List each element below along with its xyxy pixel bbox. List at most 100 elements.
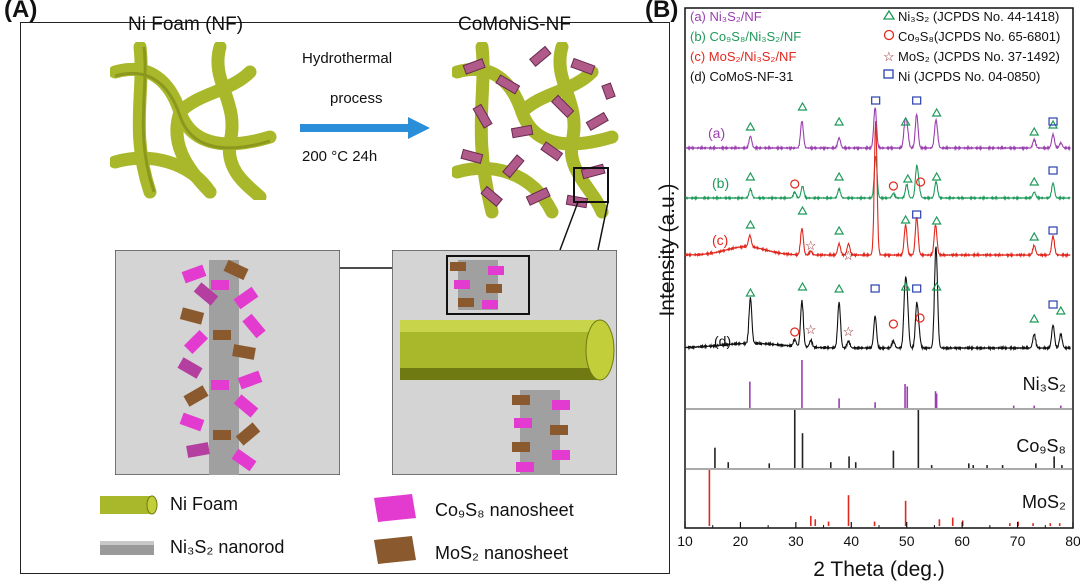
legend-ref-3: Ni (JCPDS No. 04-0850) [898,69,1040,84]
zoom-box-small [573,167,609,203]
legend-series-b: (b) Co₉S₈/Ni₃S₂/NF [690,29,801,44]
comonis-title: CoMoNiS-NF [458,14,571,35]
x-tick-label: 50 [899,533,915,549]
star-marker: ☆ [805,322,817,337]
ref-label-0: Ni₃S₂ [1023,374,1066,394]
star-marker: ☆ [843,324,855,339]
legend-co9s8: Co₉S₈ nanosheet [435,500,574,520]
xrd-chart: (a) Ni₃S₂/NF (b) Co₉S₈/Ni₃S₂/NF (c) MoS₂/N… [656,7,1080,581]
arrow-label-1: Hydrothermal [302,50,393,67]
star-marker: ☆ [805,238,817,253]
triangle-marker [900,116,911,126]
triangle-icon [882,9,896,20]
ni-foam-image [110,42,278,200]
x-tick-label: 40 [843,533,859,549]
triangle-marker [1029,231,1040,241]
legend-mos2: MoS₂ nanosheet [435,543,569,563]
x-tick-label: 20 [733,533,749,549]
panel-a-letter: (A) [4,0,38,23]
legend-ref-0: Ni₃S₂ (JCPDS No. 44-1418) [898,9,1059,24]
triangle-marker [931,171,942,181]
triangle-marker [931,107,942,117]
curve-label-d: (d) [714,333,731,349]
x-tick-label: 30 [788,533,804,549]
triangle-marker [931,215,942,225]
legend-ni-foam: Ni Foam [170,494,239,514]
legend-ref-1: Co₉S₈(JCPDS No. 65-6801) [898,29,1060,44]
legend-series-c: (c) MoS₂/Ni₃S₂/NF [690,49,796,64]
circle-icon [883,29,895,41]
curve-label-b: (b) [712,175,729,191]
square-marker [1048,117,1058,126]
circle-marker [915,177,926,187]
triangle-marker [745,219,756,229]
circle-marker [790,179,800,189]
star-icon: ☆ [883,49,895,64]
triangle-marker [900,214,911,224]
ref-label-1: Co₉S₈ [1016,436,1066,456]
triangle-marker [902,173,913,183]
triangle-marker [745,121,756,131]
legend-series-a: (a) Ni₃S₂/NF [690,9,762,24]
square-marker [1048,300,1058,309]
arrow-label-3: 200 °C 24h [302,148,378,165]
panel-a-frame [20,22,670,574]
legend-series-d: (d) CoMoS-NF-31 [690,69,793,84]
square-marker [871,96,881,105]
nanorod-closeup-image [115,250,340,475]
triangle-marker [834,283,845,293]
triangle-marker [797,205,808,215]
triangle-marker [1029,176,1040,186]
comonis-nf-image [452,42,620,220]
ni3s2-swatch [100,541,154,555]
square-marker [912,210,922,219]
xrd-curve-d [684,246,1071,352]
xrd-curve-a [684,107,1071,152]
plot-frame [684,7,1074,529]
square-marker [912,284,922,293]
right-arrow-icon [300,117,430,139]
mos2-swatch [374,536,416,564]
x-tick-label: 70 [1010,533,1026,549]
circle-marker [888,181,899,191]
triangle-marker [745,171,756,181]
circle-marker [915,313,925,323]
curve-label-a: (a) [708,125,725,141]
triangle-marker [1029,126,1040,136]
triangle-marker [797,101,808,111]
triangle-marker [834,116,845,126]
foam-closeup-image [392,250,617,475]
triangle-marker [1055,305,1066,315]
x-axis-label: 2 Theta (deg.) [813,558,945,581]
panel-b-letter: (B) [645,0,679,23]
co9s8-swatch [374,494,416,522]
star-marker: ☆ [843,248,855,263]
x-tick-label: 10 [677,533,693,549]
triangle-marker [745,287,756,297]
xrd-curve-c [684,120,1071,259]
ni-foam-title: Ni Foam (NF) [128,14,244,35]
circle-marker [888,319,899,329]
triangle-marker [900,281,911,291]
y-axis-label: Intensity (a.u.) [656,183,679,316]
triangle-marker [931,281,942,291]
arrow-label-2: process [330,90,383,107]
square-marker [870,284,880,293]
square-marker [1048,166,1058,175]
triangle-marker [1029,313,1040,323]
circle-marker [790,327,800,337]
square-icon [883,69,894,79]
triangle-marker [797,281,808,291]
triangle-marker [834,225,845,235]
legend-ni3s2: Ni₃S₂ nanorod [170,537,285,557]
square-marker [1048,226,1058,235]
legend-ref-2: MoS₂ (JCPDS No. 37-1492) [898,49,1060,64]
zoom-box-large [446,255,530,315]
curve-label-c: (c) [712,232,728,248]
ni-foam-swatch [100,495,158,515]
ref-label-2: MoS₂ [1022,492,1066,512]
x-tick-label: 80 [1065,533,1080,549]
x-tick-label: 60 [954,533,970,549]
square-marker [912,96,922,105]
triangle-marker [834,171,845,181]
